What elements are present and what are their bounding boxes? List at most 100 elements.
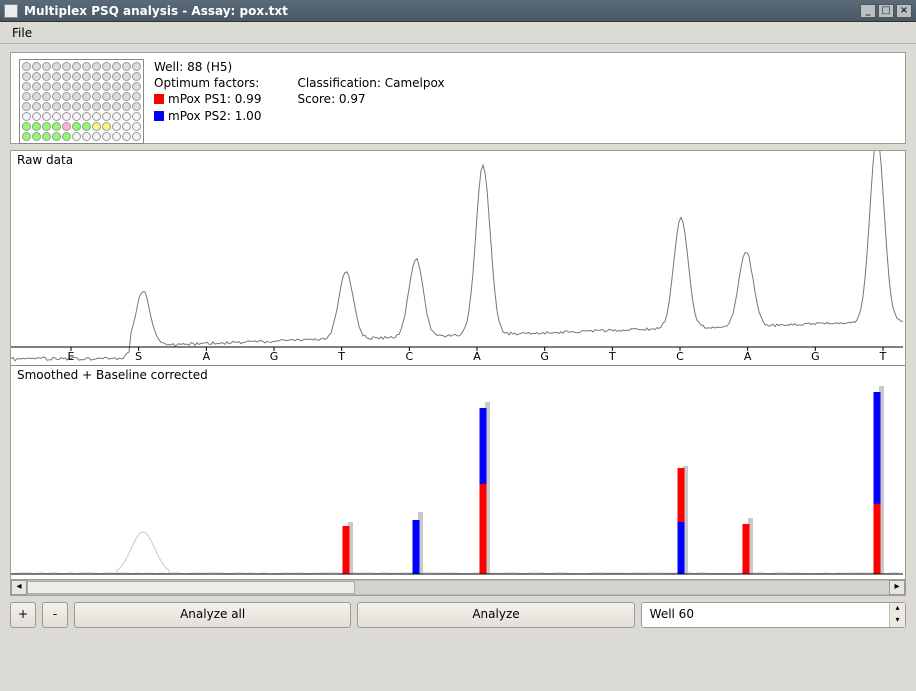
well-cell[interactable] [92, 102, 101, 111]
well-cell[interactable] [42, 72, 51, 81]
well-cell[interactable] [62, 72, 71, 81]
well-cell[interactable] [52, 62, 61, 71]
horizontal-scrollbar[interactable]: ◂ ▸ [10, 580, 906, 596]
well-cell[interactable] [112, 122, 121, 131]
well-cell[interactable] [22, 62, 31, 71]
analyze-button[interactable]: Analyze [357, 602, 634, 628]
well-cell[interactable] [122, 82, 131, 91]
well-cell[interactable] [52, 82, 61, 91]
well-cell[interactable] [102, 112, 111, 121]
well-cell[interactable] [92, 72, 101, 81]
well-cell[interactable] [22, 72, 31, 81]
well-cell[interactable] [92, 92, 101, 101]
scroll-track[interactable] [27, 580, 889, 595]
well-cell[interactable] [72, 102, 81, 111]
well-cell[interactable] [82, 102, 91, 111]
well-cell[interactable] [52, 72, 61, 81]
well-cell[interactable] [132, 132, 141, 141]
well-cell[interactable] [122, 112, 131, 121]
well-cell[interactable] [122, 72, 131, 81]
well-cell[interactable] [92, 62, 101, 71]
well-cell[interactable] [62, 102, 71, 111]
well-cell[interactable] [52, 132, 61, 141]
well-cell[interactable] [112, 112, 121, 121]
zoom-out-button[interactable]: - [42, 602, 68, 628]
well-cell[interactable] [102, 132, 111, 141]
well-cell[interactable] [122, 102, 131, 111]
well-cell[interactable] [102, 72, 111, 81]
well-cell[interactable] [72, 82, 81, 91]
scroll-left-arrow[interactable]: ◂ [11, 580, 27, 595]
well-cell[interactable] [22, 112, 31, 121]
zoom-in-button[interactable]: + [10, 602, 36, 628]
well-cell[interactable] [62, 62, 71, 71]
well-cell[interactable] [112, 102, 121, 111]
well-cell[interactable] [42, 132, 51, 141]
well-cell[interactable] [42, 122, 51, 131]
well-cell[interactable] [62, 132, 71, 141]
well-cell[interactable] [122, 122, 131, 131]
well-cell[interactable] [52, 92, 61, 101]
well-spinbox[interactable]: Well 60 ▴ ▾ [641, 602, 906, 628]
well-cell[interactable] [72, 62, 81, 71]
well-cell[interactable] [82, 122, 91, 131]
well-cell[interactable] [82, 92, 91, 101]
well-cell[interactable] [62, 122, 71, 131]
well-cell[interactable] [32, 62, 41, 71]
well-cell[interactable] [72, 132, 81, 141]
scroll-thumb[interactable] [27, 581, 355, 594]
well-cell[interactable] [112, 92, 121, 101]
well-cell[interactable] [72, 112, 81, 121]
well-cell[interactable] [132, 92, 141, 101]
well-cell[interactable] [132, 122, 141, 131]
maximize-button[interactable]: □ [878, 4, 894, 18]
well-cell[interactable] [32, 102, 41, 111]
well-cell[interactable] [132, 112, 141, 121]
well-cell[interactable] [92, 82, 101, 91]
well-cell[interactable] [32, 72, 41, 81]
well-cell[interactable] [42, 82, 51, 91]
close-button[interactable]: × [896, 4, 912, 18]
well-cell[interactable] [122, 132, 131, 141]
analyze-all-button[interactable]: Analyze all [74, 602, 351, 628]
well-cell[interactable] [42, 102, 51, 111]
well-cell[interactable] [62, 112, 71, 121]
well-cell[interactable] [112, 82, 121, 91]
well-cell[interactable] [102, 82, 111, 91]
well-cell[interactable] [112, 72, 121, 81]
well-cell[interactable] [72, 122, 81, 131]
well-cell[interactable] [32, 92, 41, 101]
well-cell[interactable] [52, 102, 61, 111]
well-cell[interactable] [102, 122, 111, 131]
well-cell[interactable] [92, 112, 101, 121]
minimize-button[interactable]: _ [860, 4, 876, 18]
well-cell[interactable] [82, 62, 91, 71]
well-cell[interactable] [22, 122, 31, 131]
menu-file[interactable]: File [6, 24, 38, 42]
well-cell[interactable] [32, 82, 41, 91]
well-cell[interactable] [122, 92, 131, 101]
well-cell[interactable] [122, 62, 131, 71]
well-cell[interactable] [72, 92, 81, 101]
well-cell[interactable] [72, 72, 81, 81]
well-cell[interactable] [22, 102, 31, 111]
well-cell[interactable] [22, 92, 31, 101]
scroll-right-arrow[interactable]: ▸ [889, 580, 905, 595]
well-plate[interactable] [19, 59, 144, 144]
well-cell[interactable] [22, 82, 31, 91]
well-cell[interactable] [132, 82, 141, 91]
well-cell[interactable] [102, 102, 111, 111]
well-cell[interactable] [132, 102, 141, 111]
well-cell[interactable] [82, 82, 91, 91]
well-cell[interactable] [62, 82, 71, 91]
well-spin-up[interactable]: ▴ [890, 603, 905, 615]
well-cell[interactable] [32, 112, 41, 121]
well-cell[interactable] [32, 132, 41, 141]
well-cell[interactable] [112, 132, 121, 141]
well-cell[interactable] [92, 122, 101, 131]
well-cell[interactable] [42, 62, 51, 71]
well-cell[interactable] [52, 122, 61, 131]
well-cell[interactable] [32, 122, 41, 131]
well-cell[interactable] [52, 112, 61, 121]
well-cell[interactable] [42, 92, 51, 101]
